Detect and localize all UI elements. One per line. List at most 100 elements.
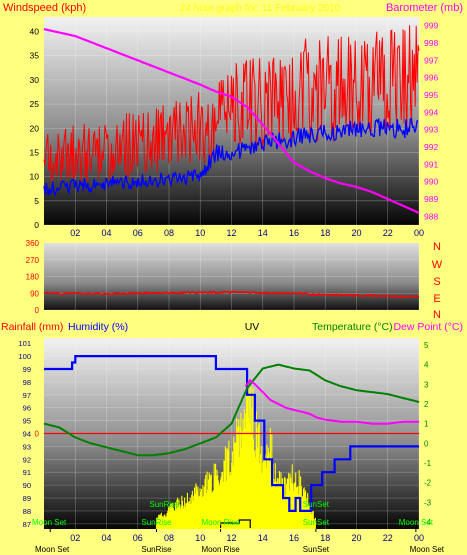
x-tick-label-weather: 00 xyxy=(414,533,424,543)
dewpoint-line xyxy=(244,378,419,425)
barometer-tick-label: 994 xyxy=(424,107,438,117)
x-tick-label-weather: 16 xyxy=(289,533,299,543)
average-speed-line xyxy=(43,118,419,198)
x-tick-label-wind: 12 xyxy=(226,228,236,238)
event-label-outer: Moon Set xyxy=(35,545,70,554)
barometer-tick-label: 990 xyxy=(424,177,438,187)
wind-tick-label: 25 xyxy=(30,99,40,109)
humidity-line xyxy=(44,355,419,512)
direction-tick-label: 270 xyxy=(26,256,40,265)
x-tick-label-weather: 04 xyxy=(101,533,111,543)
x-tick-label-wind: 00 xyxy=(414,228,424,238)
sun-moon-events: Moon Set Moon Set SunRise SunRise Moon Rise M… xyxy=(32,500,445,554)
humidity-tick-label: 95 xyxy=(23,417,31,426)
windspeed-axis-label: Windspeed (kph) xyxy=(3,2,86,14)
barometer-line xyxy=(43,28,420,214)
compass-labels: N W S E N xyxy=(432,241,443,321)
humidity-tick-label: 100 xyxy=(18,352,31,361)
humidity-tick-label: 92 xyxy=(23,455,31,464)
uv-axis-label: UV xyxy=(245,321,260,333)
event-label-inner: Moon Set xyxy=(399,518,434,527)
x-tick-label-wind: 16 xyxy=(289,228,299,238)
humidity-tick-label: 94 xyxy=(23,430,31,439)
data-series xyxy=(43,25,420,529)
wind-tick-label: 40 xyxy=(30,27,40,37)
barometer-tick-label: 992 xyxy=(424,142,438,152)
direction-tick-label: 360 xyxy=(26,239,40,248)
barometer-axis-label: Barometer (mb) xyxy=(386,2,463,14)
temperature-tick-label: -1 xyxy=(424,459,432,468)
x-tick-label-weather: 12 xyxy=(226,533,236,543)
temperature-tick-label: 3 xyxy=(424,380,429,389)
temperature-tick-label: 0 xyxy=(424,439,429,448)
humidity-tick-label: 88 xyxy=(23,507,31,516)
x-tick-label-wind: 04 xyxy=(101,228,111,238)
humidity-tick-label: 90 xyxy=(23,481,31,490)
temperature-tick-label: -4 xyxy=(424,518,432,527)
x-tick-label-weather: 06 xyxy=(133,533,143,543)
humidity-tick-label: 96 xyxy=(23,404,31,413)
event-label-outer: SunRise xyxy=(141,545,172,554)
moon-marker xyxy=(219,519,251,528)
compass-label-s: S xyxy=(433,276,440,288)
event-label-inner: SunSet xyxy=(303,518,330,527)
wind-tick-label: 5 xyxy=(34,196,39,206)
event-label-inner: Moon Rise xyxy=(201,518,240,527)
windspeed-line xyxy=(43,25,420,182)
humidity-tick-label: 91 xyxy=(23,468,31,477)
wind-tick-label: 30 xyxy=(30,75,40,85)
barometer-tick-label: 999 xyxy=(424,21,438,31)
wind-tick-label: 35 xyxy=(30,51,40,61)
wind-tick-label: 20 xyxy=(30,123,40,133)
compass-label-w: W xyxy=(432,259,443,271)
x-tick-label-weather: 20 xyxy=(351,533,361,543)
barometer-tick-label: 997 xyxy=(424,55,438,65)
barometer-tick-label: 989 xyxy=(424,194,438,204)
compass-label-n-bottom: N xyxy=(433,309,441,321)
event-label-inner: Moon Set xyxy=(32,518,67,527)
direction-panel-bg xyxy=(44,243,419,310)
x-tick-label-wind: 08 xyxy=(164,228,174,238)
wind-tick-label: 10 xyxy=(30,172,40,182)
x-tick-label-wind: 10 xyxy=(195,228,205,238)
temperature-tick-label: 2 xyxy=(424,400,429,409)
x-tick-label-weather: 22 xyxy=(383,533,393,543)
humidity-tick-label: 101 xyxy=(18,339,31,348)
humidity-tick-label: 93 xyxy=(23,442,31,451)
x-tick-label-weather: 08 xyxy=(164,533,174,543)
temperature-tick-label: 4 xyxy=(424,361,429,370)
temperature-tick-label: -3 xyxy=(424,498,432,507)
wind-tick-label: 0 xyxy=(34,220,39,230)
humidity-tick-label: 99 xyxy=(23,365,31,374)
direction-tick-label: 90 xyxy=(30,289,39,298)
humidity-tick-label: 89 xyxy=(23,494,31,503)
barometer-tick-label: 996 xyxy=(424,73,438,83)
barometer-tick-label: 991 xyxy=(424,159,438,169)
x-tick-label-weather: 18 xyxy=(320,533,330,543)
humidity-axis-label: Humidity (%) xyxy=(68,321,128,333)
event-label-inner: SunRise xyxy=(141,518,172,527)
temperature-tick-label: 1 xyxy=(424,420,429,429)
chart-title: 24 hour graph for: 11 February 2010 xyxy=(180,3,341,14)
humidity-tick-label: 97 xyxy=(23,391,31,400)
rainfall-axis-label: Rainfall (mm) xyxy=(1,321,63,333)
axis-ticks: 0202040406060808101012121414161618182020… xyxy=(18,21,438,543)
temperature-tick-label: 5 xyxy=(424,341,429,350)
compass-label-n-top: N xyxy=(433,241,441,253)
x-tick-label-wind: 18 xyxy=(320,228,330,238)
event-label-outer: Moon Rise xyxy=(201,545,240,554)
x-tick-label-weather: 02 xyxy=(70,533,80,543)
direction-tick-label: 0 xyxy=(35,306,40,315)
x-tick-label-wind: 14 xyxy=(258,228,268,238)
dewpoint-axis-label: Dew Point (°C) xyxy=(393,321,463,333)
humidity-tick-label: 87 xyxy=(23,520,31,529)
x-tick-label-weather: 14 xyxy=(258,533,268,543)
barometer-tick-label: 998 xyxy=(424,38,438,48)
temperature-tick-label: -2 xyxy=(424,479,432,488)
x-tick-label-wind: 06 xyxy=(133,228,143,238)
wind-panel-bg xyxy=(44,17,419,225)
x-tick-label-wind: 22 xyxy=(383,228,393,238)
humidity-tick-label: 98 xyxy=(23,378,31,387)
temperature-line xyxy=(43,363,420,457)
